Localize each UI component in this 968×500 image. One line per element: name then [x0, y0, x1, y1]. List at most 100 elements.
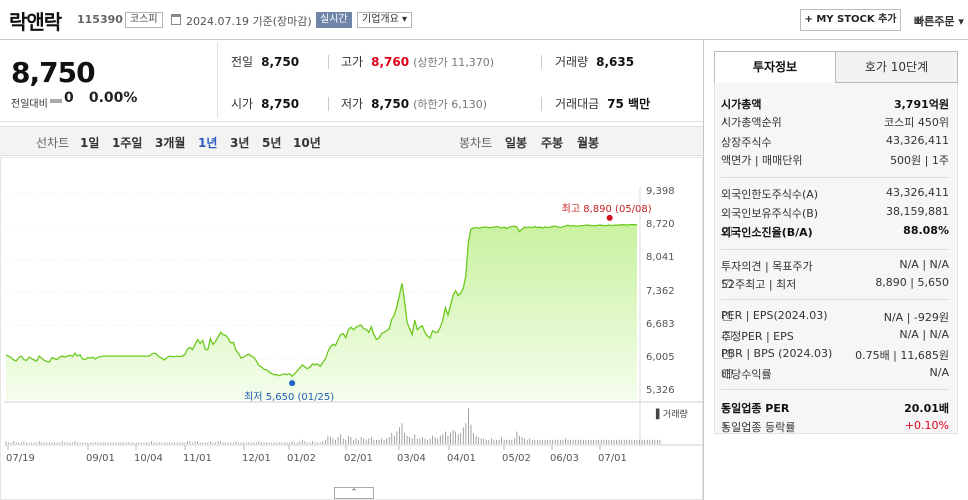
divider — [328, 97, 329, 111]
flat-change-icon — [50, 99, 62, 103]
divider — [541, 97, 542, 111]
x-tick-label: 11/01 — [183, 453, 212, 464]
low-annotation: 최저 5,650 (01/25) — [244, 392, 335, 404]
chevron-down-icon: ▾ — [398, 14, 408, 25]
info-label: 상장주식수 — [721, 136, 772, 149]
info-row: 투자의견 | 목표주가 N/A | N/A — [721, 258, 949, 274]
stat-low: 저가 8,750 (하한가 6,130) — [341, 97, 487, 111]
info-label: 외국인소진율(B/A) — [721, 226, 813, 239]
company-info-label: 기업개요 — [362, 14, 399, 25]
period-tabs: 선차트 1일 1주일 3개월 1년 3년 5년 10년 봉차트 일봉 주봉 월봉 — [0, 126, 703, 156]
y-tick-label: 6,005 — [646, 351, 675, 363]
chevron-up-icon[interactable]: ⌃ — [334, 487, 374, 499]
info-label: 투자의견 | 목표주가 — [721, 260, 813, 273]
x-tick-label: 04/01 — [447, 453, 476, 464]
change-label: 전일대비 — [11, 99, 48, 110]
x-tick-label: 05/02 — [502, 453, 531, 464]
candle-chart-label: 봉차트 — [459, 136, 493, 150]
divider — [217, 42, 218, 118]
y-tick-label: 9,398 — [646, 186, 675, 197]
info-row: 외국인보유주식수(B) 38,159,881 — [721, 205, 949, 221]
help-icon[interactable]: ? — [723, 279, 732, 288]
y-tick-label: 7,362 — [646, 285, 675, 297]
info-value: 코스피 450위 — [884, 116, 949, 129]
info-label: 52주최고 | 최저 — [721, 278, 797, 291]
info-value: 43,326,411 — [886, 186, 949, 199]
tab-10y[interactable]: 10년 — [293, 136, 321, 150]
info-row: 추정PER | EPS? N/A | N/A — [721, 328, 949, 344]
tab-investment-info[interactable]: 투자정보 — [714, 51, 836, 83]
x-tick-label: 07/01 — [598, 453, 627, 464]
y-tick-label: 8,041 — [646, 252, 675, 264]
divider — [328, 55, 329, 69]
tab-5y[interactable]: 5년 — [262, 136, 282, 150]
info-row: 배당수익률? N/A — [721, 366, 949, 382]
stat-prev-close: 전일 8,750 — [231, 55, 300, 69]
info-value: N/A | -929원 — [883, 311, 949, 324]
info-row: 상장주식수 43,326,411 — [721, 134, 949, 150]
x-tick-label: 07/19 — [6, 453, 35, 464]
price-summary: 8,750 전일대비 0 0.00% 전일 8,750 고가 8,760 (상한가 1… — [0, 40, 703, 122]
x-tick-label: 03/04 — [397, 453, 426, 464]
price-area — [6, 224, 637, 400]
info-row[interactable]: 동일업종 PER 20.01배 — [721, 400, 949, 416]
info-row: 액면가 | 매매단위 500원 | 1주 — [721, 152, 949, 168]
right-tabs: 투자정보 호가 10단계 — [714, 51, 958, 83]
tab-monthly[interactable]: 월봉 — [577, 136, 600, 150]
info-row: PER | EPS(2024.03)? N/A | -929원 — [721, 309, 949, 325]
info-row[interactable]: 시가총액순위 코스피 450위 — [721, 114, 949, 130]
help-icon[interactable]: ? — [723, 350, 732, 359]
info-label: 외국인보유주식수(B) — [721, 207, 819, 220]
quick-order-button[interactable]: 빠른주문 ▾ — [914, 13, 964, 29]
divider — [721, 299, 949, 300]
arrow-right-icon — [724, 422, 727, 428]
company-name: 락앤락 — [9, 10, 62, 34]
x-tick-label: 06/03 — [550, 453, 579, 464]
info-label: 시가총액순위 — [721, 116, 782, 129]
info-row: 외국인한도주식수(A) 43,326,411 — [721, 186, 949, 202]
info-label: 배당수익률 — [721, 368, 772, 381]
quick-order-label: 빠른주문 — [914, 15, 955, 28]
tab-3y[interactable]: 3년 — [230, 136, 250, 150]
divider — [721, 249, 949, 250]
y-tick-label: 5,326 — [646, 385, 675, 396]
price-chart[interactable]: 9,398 8,720 8,041 7,362 6,683 6,005 5,326 07/1… — [0, 157, 703, 500]
y-tick-label: 8,720 — [646, 219, 675, 231]
tab-weekly[interactable]: 주봉 — [541, 136, 564, 150]
info-label: 추정PER | EPS — [721, 330, 794, 343]
info-row: 52주최고 | 최저? 8,890 | 5,650 — [721, 276, 949, 292]
help-icon[interactable]: ? — [723, 369, 732, 378]
x-tick-label: 02/01 — [344, 453, 373, 464]
x-tick-label: 09/01 — [86, 453, 115, 464]
info-value: 8,890 | 5,650 — [875, 276, 949, 289]
tab-1y[interactable]: 1년 — [198, 136, 218, 150]
info-row: 시가총액 3,791억원 — [721, 96, 949, 112]
stat-high: 고가 8,760 (상한가 11,370) — [341, 55, 494, 69]
info-value: 38,159,881 — [886, 205, 949, 218]
x-tick-label: 10/04 — [134, 453, 163, 464]
tab-3m[interactable]: 3개월 — [155, 136, 186, 150]
chevron-down-icon: ▾ — [954, 15, 964, 28]
stat-amount: 거래대금 75 백만 — [555, 97, 651, 111]
tab-order-book[interactable]: 호가 10단계 — [835, 51, 958, 83]
add-my-stock-button[interactable]: + MY STOCK 추가 — [800, 9, 901, 31]
info-value: 88.08% — [903, 224, 949, 237]
info-value: 3,791억원 — [893, 98, 949, 111]
divider — [721, 177, 949, 178]
high-marker — [606, 214, 613, 221]
info-value: N/A — [929, 366, 949, 379]
tab-1w[interactable]: 1주일 — [112, 136, 143, 150]
info-row[interactable]: 동일업종 등락률 +0.10% — [721, 419, 949, 435]
price-chart-svg[interactable] — [0, 157, 703, 500]
company-info-dropdown[interactable]: 기업개요 ▾ — [357, 12, 413, 28]
tab-daily[interactable]: 일봉 — [505, 136, 528, 150]
help-icon[interactable]: ? — [723, 227, 732, 236]
info-label: 동일업종 등락률 — [721, 421, 796, 434]
realtime-button[interactable]: 실시간 — [316, 12, 352, 28]
info-label: 외국인한도주식수(A) — [721, 188, 819, 201]
help-icon[interactable]: ? — [723, 312, 732, 321]
tab-1d[interactable]: 1일 — [80, 136, 100, 150]
y-tick-label: 6,683 — [646, 318, 675, 330]
help-icon[interactable]: ? — [723, 331, 732, 340]
